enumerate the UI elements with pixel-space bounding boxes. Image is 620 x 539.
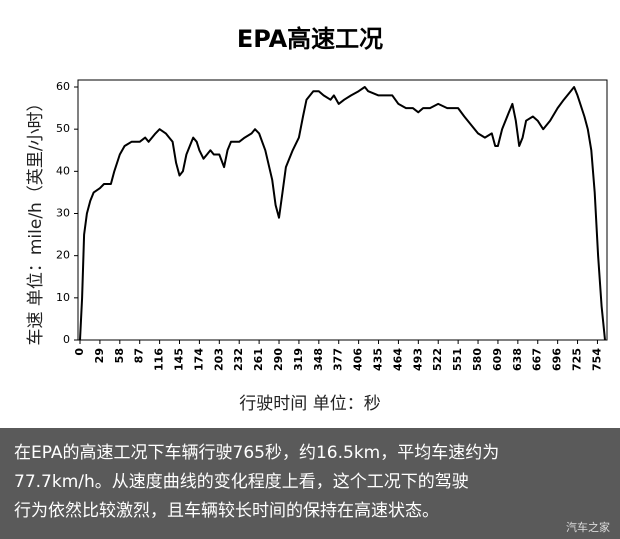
x-tick-label: 580 bbox=[471, 348, 484, 371]
x-tick-label: 174 bbox=[192, 348, 205, 371]
x-tick-label: 232 bbox=[232, 348, 245, 371]
x-tick-label: 754 bbox=[590, 348, 603, 371]
x-tick-label: 348 bbox=[312, 348, 325, 371]
x-tick-label: 203 bbox=[212, 348, 225, 371]
x-tick-label: 145 bbox=[173, 348, 186, 371]
x-axis-label: 行驶时间 单位：秒 bbox=[239, 394, 380, 414]
x-tick-label: 0 bbox=[73, 348, 86, 356]
x-tick-label: 551 bbox=[451, 348, 464, 371]
x-tick-label: 29 bbox=[93, 348, 106, 363]
x-tick-label: 116 bbox=[153, 348, 166, 371]
x-tick-label: 493 bbox=[411, 348, 424, 371]
y-tick-label: 60 bbox=[56, 80, 70, 93]
x-tick-label: 261 bbox=[252, 348, 265, 371]
x-tick-label: 464 bbox=[391, 348, 404, 371]
speed-line bbox=[79, 86, 606, 341]
x-tick-label: 522 bbox=[431, 348, 444, 371]
y-tick-label: 20 bbox=[56, 249, 70, 262]
y-axis-label: 车速 单位：mile/h（英里/小时） bbox=[26, 94, 46, 345]
x-tick-label: 435 bbox=[372, 348, 385, 371]
caption-line: 77.7km/h。从速度曲线的变化程度上看，这个工况下的驾驶 bbox=[14, 472, 469, 492]
x-tick-label: 58 bbox=[113, 348, 126, 363]
caption-box bbox=[0, 428, 620, 539]
x-tick-label: 696 bbox=[551, 348, 564, 371]
x-tick-label: 87 bbox=[133, 348, 146, 363]
y-tick-label: 50 bbox=[56, 122, 70, 135]
x-tick-label: 377 bbox=[332, 348, 345, 371]
y-tick-label: 30 bbox=[56, 207, 70, 220]
x-tick-label: 667 bbox=[531, 348, 544, 371]
caption-line: 在EPA的高速工况下车辆行驶765秒，约16.5km，平均车速约为 bbox=[14, 443, 499, 463]
y-tick-label: 0 bbox=[63, 333, 70, 346]
x-tick-label: 290 bbox=[272, 348, 285, 371]
y-tick-label: 10 bbox=[56, 291, 70, 304]
x-tick-label: 609 bbox=[491, 348, 504, 371]
caption-line: 行为依然比较激烈，且车辆较长时间的保持在高速状态。 bbox=[14, 501, 439, 521]
x-tick-label: 319 bbox=[292, 348, 305, 371]
chart-title: EPA高速工况 bbox=[237, 25, 383, 53]
y-tick-label: 40 bbox=[56, 164, 70, 177]
x-tick-label: 725 bbox=[571, 348, 584, 371]
plot-frame bbox=[77, 79, 608, 341]
x-tick-label: 638 bbox=[511, 348, 524, 371]
watermark: 汽车之家 bbox=[566, 520, 610, 534]
x-tick-label: 406 bbox=[352, 348, 365, 371]
